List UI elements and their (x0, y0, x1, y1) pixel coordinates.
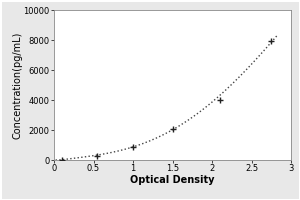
X-axis label: Optical Density: Optical Density (130, 175, 215, 185)
Y-axis label: Concentration(pg/mL): Concentration(pg/mL) (12, 31, 22, 139)
